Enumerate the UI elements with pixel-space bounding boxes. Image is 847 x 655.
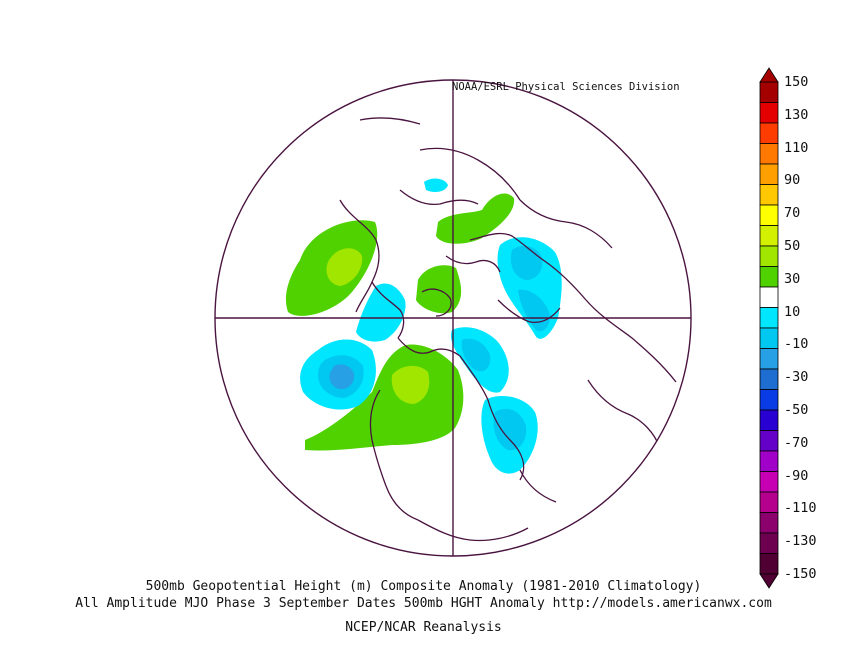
colorbar-swatch xyxy=(759,245,779,267)
anomaly-negative-bering xyxy=(356,283,406,342)
colorbar-swatch xyxy=(759,266,779,288)
colorbar-swatch xyxy=(759,225,779,247)
colorbar-swatch xyxy=(759,143,779,165)
colorbar-swatch xyxy=(759,409,779,431)
anomaly-negative-canada-arctic-core xyxy=(461,338,491,372)
colorbar-label: -150 xyxy=(784,566,817,582)
anomaly-negative-siberia-small xyxy=(424,178,448,193)
anomaly-positive-pacific-west-core xyxy=(326,248,363,286)
colorbar-swatch xyxy=(759,122,779,144)
colorbar-label: 130 xyxy=(784,106,809,123)
colorbar-swatch xyxy=(759,430,779,452)
anomaly-positive-siberia xyxy=(436,193,515,244)
colorbar-label: 50 xyxy=(784,238,801,254)
colorbar-swatch xyxy=(759,348,779,370)
colorbar-label: 150 xyxy=(784,74,809,90)
colorbar-label: -70 xyxy=(784,434,809,451)
caption-line-2: All Amplitude MJO Phase 3 September Date… xyxy=(75,596,772,611)
colorbar-swatch xyxy=(759,307,779,329)
anomaly-positive-arctic xyxy=(416,265,462,314)
colorbar-label: 90 xyxy=(784,172,801,189)
colorbar-swatch xyxy=(759,553,779,575)
colorbar-swatch xyxy=(759,102,779,124)
map-layers xyxy=(285,117,677,542)
colorbar-swatch xyxy=(759,204,779,226)
anomaly-negative-europe-core xyxy=(510,245,543,280)
colorbar-swatch xyxy=(759,471,779,493)
caption-line-3: NCEP/NCAR Reanalysis xyxy=(345,620,502,635)
colorbar-label: -50 xyxy=(784,402,809,418)
coastlines xyxy=(339,117,677,542)
colorbar-label: 30 xyxy=(784,270,801,287)
colorbar-label: -90 xyxy=(784,467,809,484)
anomaly-negative-labrador-core xyxy=(493,408,527,451)
colorbar xyxy=(759,67,779,589)
colorbar-swatch xyxy=(759,532,779,554)
colorbar-swatch xyxy=(759,389,779,411)
colorbar-swatch xyxy=(759,327,779,349)
colorbar-arrow-top xyxy=(759,67,779,83)
colorbar-label: -30 xyxy=(784,369,809,386)
colorbar-label: -130 xyxy=(784,533,817,550)
colorbar-swatch xyxy=(759,286,779,308)
colorbar-label: -10 xyxy=(784,336,809,353)
colorbar-label: 70 xyxy=(784,205,801,222)
colorbar-arrow-bottom xyxy=(759,573,779,589)
colorbar-label: 10 xyxy=(784,303,801,320)
colorbar-label: -110 xyxy=(784,500,817,517)
colorbar-swatch xyxy=(759,450,779,472)
credit-text: NOAA/ESRL Physical Sciences Division xyxy=(452,81,680,93)
colorbar-label: 110 xyxy=(784,139,809,156)
colorbar-swatch xyxy=(759,81,779,103)
anomaly-negative-gulf-of-alaska-core xyxy=(329,364,355,390)
colorbar-swatch xyxy=(759,368,779,390)
caption-line-1: 500mb Geopotential Height (m) Composite … xyxy=(145,579,702,594)
colorbar-swatch xyxy=(759,512,779,534)
colorbar-swatch xyxy=(759,163,779,185)
colorbar-swatch xyxy=(759,184,779,206)
anomaly-positive-north-america-core xyxy=(391,365,430,404)
colorbar-swatch xyxy=(759,491,779,513)
